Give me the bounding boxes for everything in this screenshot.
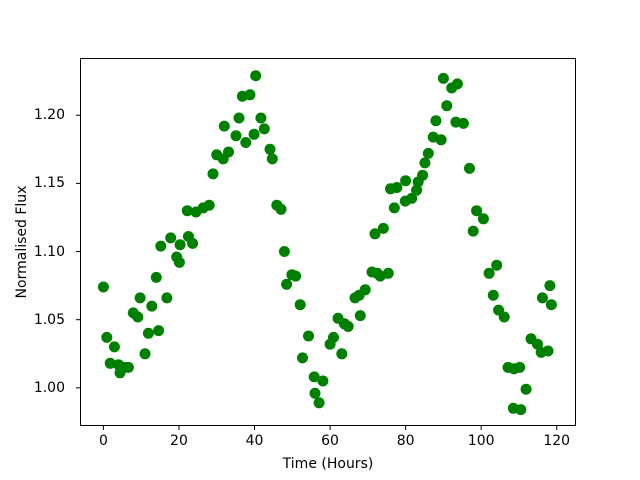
- data-point: [294, 299, 306, 311]
- data-point: [514, 361, 526, 373]
- data-point: [520, 383, 532, 395]
- data-point: [142, 327, 154, 339]
- data-point: [187, 237, 199, 249]
- data-point: [264, 143, 276, 155]
- data-point: [104, 357, 116, 369]
- data-point: [483, 267, 495, 279]
- data-point: [336, 348, 348, 360]
- data-point: [382, 267, 394, 279]
- data-point: [417, 169, 429, 181]
- data-point: [308, 371, 320, 383]
- data-point: [233, 112, 245, 124]
- data-point: [173, 256, 185, 268]
- data-point: [240, 137, 252, 148]
- data-point: [542, 345, 554, 357]
- data-point: [134, 292, 146, 304]
- data-point: [146, 300, 158, 312]
- data-point: [155, 240, 167, 252]
- x-axis-label: Time (Hours): [282, 456, 374, 472]
- data-point: [278, 246, 290, 257]
- data-point: [471, 205, 483, 217]
- data-point: [467, 225, 479, 237]
- data-point: [218, 120, 230, 132]
- data-point: [406, 192, 418, 204]
- data-point: [108, 341, 120, 353]
- data-point: [317, 375, 329, 387]
- data-point: [391, 182, 403, 193]
- data-point: [328, 331, 339, 343]
- data-point: [122, 361, 134, 373]
- data-point: [515, 404, 527, 416]
- data-point: [313, 397, 325, 409]
- data-point: [422, 147, 434, 159]
- data-point: [411, 184, 423, 196]
- data-point: [388, 202, 400, 214]
- y-tick-label: 1.15: [33, 175, 65, 192]
- data-point: [342, 321, 354, 332]
- data-point: [309, 387, 321, 399]
- data-point: [275, 203, 287, 215]
- data-point: [153, 325, 165, 337]
- x-tick-label: 120: [543, 433, 571, 449]
- data-point: [430, 115, 442, 127]
- data-point: [303, 330, 314, 342]
- y-tick-label: 1.10: [33, 243, 65, 260]
- data-point: [258, 123, 270, 135]
- data-point: [536, 292, 548, 304]
- data-point: [297, 352, 308, 364]
- data-point: [181, 205, 193, 217]
- data-point: [150, 271, 162, 283]
- data-point: [248, 128, 260, 140]
- data-point: [281, 278, 293, 290]
- data-point: [487, 289, 499, 301]
- data-point: [132, 311, 144, 323]
- data-point: [223, 146, 234, 158]
- x-tick-label: 60: [321, 433, 339, 449]
- data-point: [419, 157, 431, 169]
- x-tick-label: 100: [467, 433, 495, 449]
- data-point: [441, 100, 453, 112]
- data-point: [101, 331, 113, 343]
- data-point: [244, 89, 256, 101]
- y-axis-label: Normalised Flux: [14, 185, 30, 299]
- data-point: [165, 232, 177, 244]
- data-point: [451, 78, 463, 90]
- data-point: [97, 281, 109, 293]
- data-point: [230, 130, 242, 142]
- y-tick-label: 1.20: [33, 107, 65, 124]
- data-point: [477, 213, 489, 225]
- data-point: [359, 284, 371, 296]
- data-point: [266, 153, 278, 165]
- data-point: [532, 338, 543, 350]
- data-point: [400, 175, 412, 187]
- data-point: [290, 270, 302, 282]
- data-point: [139, 348, 151, 360]
- data-point: [250, 70, 262, 82]
- data-point: [464, 162, 475, 174]
- data-point: [544, 280, 556, 292]
- x-tick-label: 20: [170, 433, 188, 449]
- y-tick-label: 1.05: [33, 311, 65, 328]
- data-point: [354, 310, 366, 322]
- x-tick-label: 40: [245, 433, 264, 449]
- data-point: [498, 311, 510, 323]
- x-tick-label: 0: [98, 433, 108, 449]
- data-point: [491, 259, 503, 271]
- x-tick-label: 80: [396, 433, 415, 449]
- data-point: [255, 112, 267, 124]
- data-point: [369, 228, 381, 240]
- data-point: [174, 239, 186, 251]
- data-point: [161, 292, 173, 304]
- data-point: [207, 168, 219, 180]
- data-point: [377, 222, 389, 234]
- data-point: [435, 134, 447, 146]
- data-point: [457, 117, 469, 129]
- data-point: [437, 72, 449, 84]
- data-point: [545, 299, 557, 311]
- y-tick-label: 1.00: [33, 379, 65, 396]
- data-point: [203, 199, 215, 211]
